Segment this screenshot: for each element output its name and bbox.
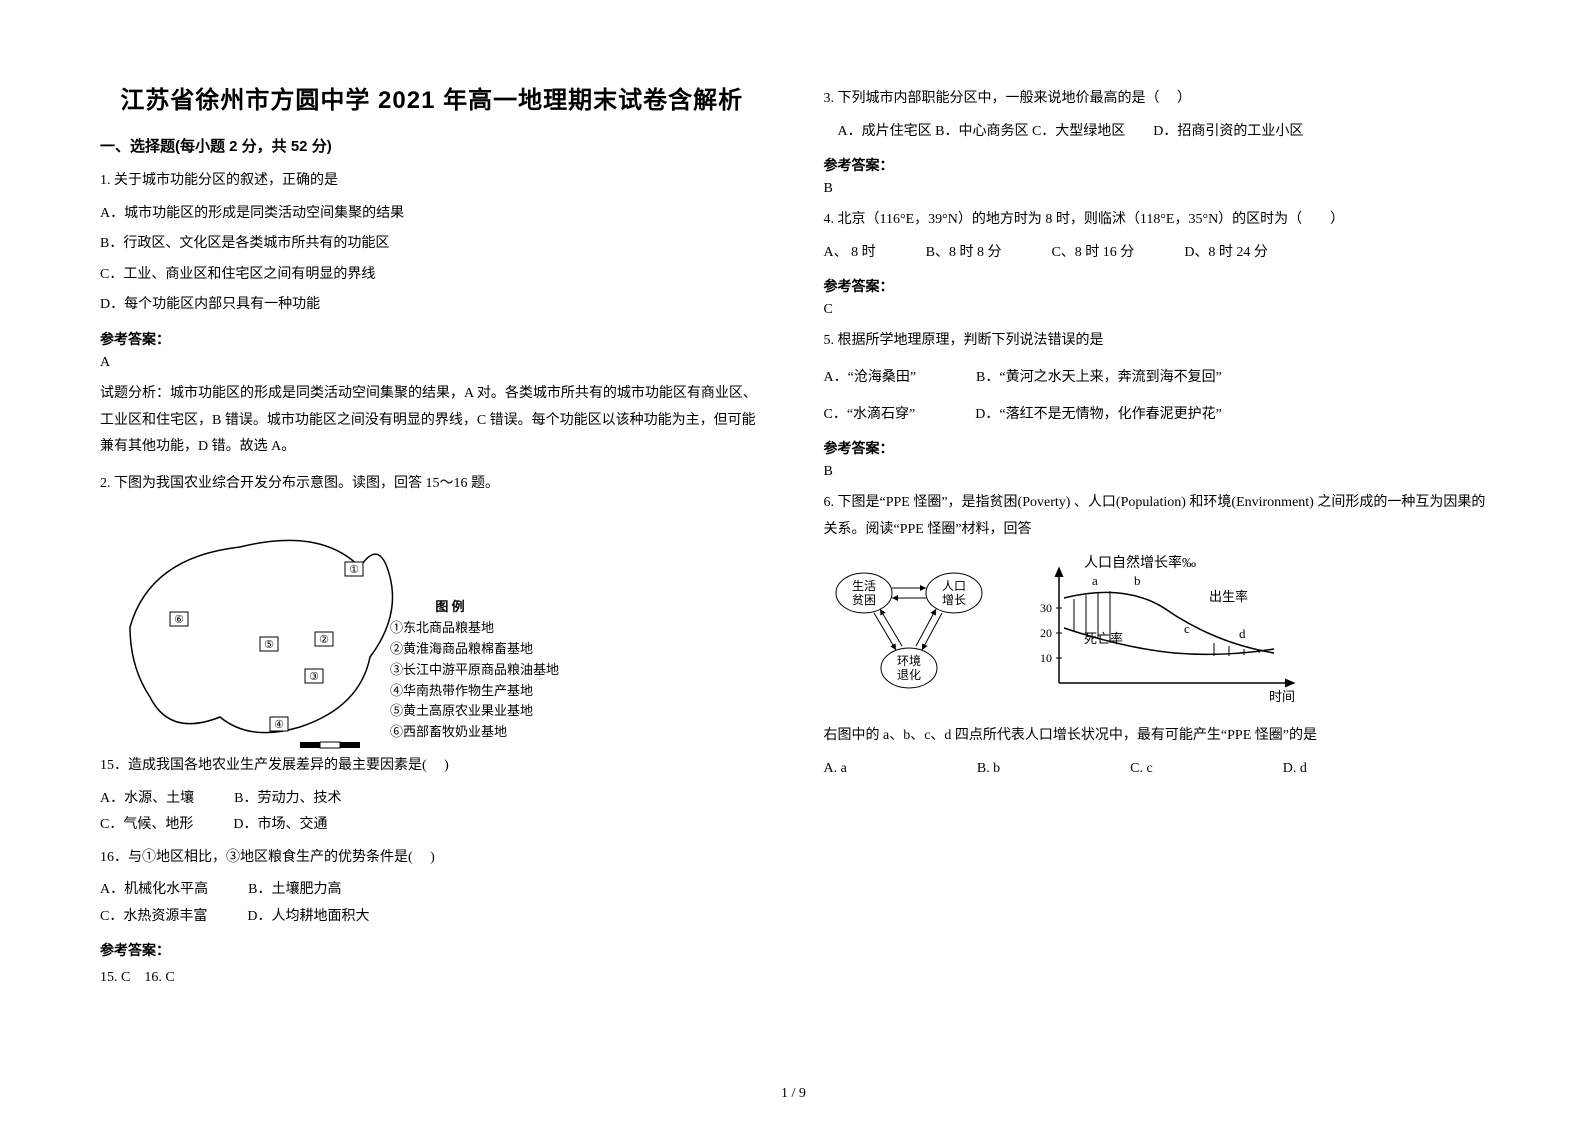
svg-text:b: b — [1134, 573, 1141, 588]
q6-opts-row: A. a B. b C. c D. d — [824, 756, 1488, 783]
q2-16-d: D．人均耕地面积大 — [247, 904, 369, 931]
q5-d: D．“落红不是无情物，化作春泥更护花” — [975, 402, 1222, 429]
q5-b: B．“黄河之水天上来，奔流到海不复回” — [976, 365, 1222, 392]
q5-a: A．“沧海桑田” — [824, 365, 917, 392]
q1-answer-label: 参考答案： — [100, 329, 764, 349]
svg-text:a: a — [1092, 573, 1098, 588]
q2-15-d: D．市场、交通 — [233, 812, 327, 839]
q2-15-b: B．劳动力、技术 — [234, 786, 341, 813]
legend-item-2: ②黄淮海商品粮棉畜基地 — [390, 639, 764, 660]
chart-title: 人口自然增长率‰ — [1084, 554, 1196, 571]
q2-16-c: C．水热资源丰富 — [100, 904, 207, 931]
svg-text:⑥: ⑥ — [174, 614, 184, 626]
svg-text:③: ③ — [309, 671, 319, 683]
q2-16-b: B．土壤肥力高 — [248, 877, 341, 904]
svg-text:①: ① — [349, 564, 359, 576]
svg-text:时间: 时间 — [1269, 689, 1295, 704]
q1-explain: 试题分析：城市功能区的形成是同类活动空间集聚的结果，A 对。各类城市所共有的城市… — [100, 381, 764, 461]
q2-16-a: A．机械化水平高 — [100, 877, 208, 904]
q4-d: D、8 时 24 分 — [1184, 240, 1268, 267]
svg-text:环境: 环境 — [896, 653, 920, 668]
q4-a: A、 8 时 — [824, 240, 876, 267]
q6-b: B. b — [977, 756, 1000, 783]
q6-sub: 右图中的 a、b、c、d 四点所代表人口增长状况中，最有可能产生“PPE 怪圈”… — [824, 723, 1488, 750]
q2-sub15-row1: A．水源、土壤 B．劳动力、技术 — [100, 786, 764, 813]
q5-row2: C．“水滴石穿” D．“落红不是无情物，化作春泥更护花” — [824, 402, 1488, 429]
q2-15-c: C．气候、地形 — [100, 812, 193, 839]
q2-map-figure: ① ② ③ ④ ⑤ ⑥ — [100, 507, 764, 743]
ppe-triangle-svg: 生活 贫困 人口 增长 环境 退化 — [824, 558, 994, 708]
growth-chart-svg: 10 20 30 人口自然增长率‰ — [1014, 553, 1314, 713]
legend-title-text: 图 例 — [390, 597, 510, 618]
svg-text:20: 20 — [1040, 626, 1052, 640]
svg-text:④: ④ — [274, 719, 284, 731]
q6-stem: 6. 下图是“PPE 怪圈”，是指贫困(Poverty) 、人口(Populat… — [824, 490, 1488, 543]
q3-answer: B — [824, 181, 1488, 197]
left-column: 江苏省徐州市方圆中学 2021 年高一地理期末试卷含解析 一、选择题(每小题 2… — [100, 80, 764, 1040]
q4-answer-label: 参考答案： — [824, 276, 1488, 296]
q2-sub15-row2: C．气候、地形 D．市场、交通 — [100, 812, 764, 839]
q2-sub16-row1: A．机械化水平高 B．土壤肥力高 — [100, 877, 764, 904]
q2-answer: 15. C 16. C — [100, 966, 764, 986]
svg-text:c: c — [1184, 621, 1190, 636]
exam-title: 江苏省徐州市方圆中学 2021 年高一地理期末试卷含解析 — [100, 80, 764, 115]
q6-figure: 生活 贫困 人口 增长 环境 退化 — [824, 553, 1488, 713]
q3-stem: 3. 下列城市内部职能分区中，一般来说地价最高的是（ ） — [824, 86, 1488, 113]
q5-row1: A．“沧海桑田” B．“黄河之水天上来，奔流到海不复回” — [824, 365, 1488, 392]
svg-text:退化: 退化 — [896, 668, 920, 682]
q6-a: A. a — [824, 756, 847, 783]
svg-text:10: 10 — [1040, 651, 1052, 665]
q5-stem: 5. 根据所学地理原理，判断下列说法错误的是 — [824, 328, 1488, 355]
page: 江苏省徐州市方圆中学 2021 年高一地理期末试卷含解析 一、选择题(每小题 2… — [0, 0, 1587, 1122]
q1-opt-d: D．每个功能区内部只具有一种功能 — [100, 292, 764, 319]
q1-answer: A — [100, 355, 764, 371]
legend-item-6: ⑥西部畜牧奶业基地 — [390, 722, 764, 743]
right-column: 3. 下列城市内部职能分区中，一般来说地价最高的是（ ） A．成片住宅区 B．中… — [824, 80, 1488, 1040]
svg-text:贫困: 贫困 — [851, 592, 875, 607]
svg-text:②: ② — [319, 634, 329, 646]
two-column-layout: 江苏省徐州市方圆中学 2021 年高一地理期末试卷含解析 一、选择题(每小题 2… — [100, 80, 1487, 1040]
legend-item-4: ④华南热带作物生产基地 — [390, 681, 764, 702]
legend-item-3: ③长江中游平原商品粮油基地 — [390, 660, 764, 681]
svg-text:出生率: 出生率 — [1209, 589, 1248, 604]
svg-text:生活: 生活 — [851, 579, 875, 593]
q2-sub16: 16．与①地区相比，③地区粮食生产的优势条件是( ) — [100, 845, 764, 872]
q5-c: C．“水滴石穿” — [824, 402, 916, 429]
svg-text:死亡率: 死亡率 — [1084, 631, 1123, 646]
q4-stem: 4. 北京（116°E，39°N）的地方时为 8 时，则临沭（118°E，35°… — [824, 207, 1488, 234]
q3-answer-label: 参考答案： — [824, 155, 1488, 175]
q4-opts-row: A、 8 时 B、8 时 8 分 C、8 时 16 分 D、8 时 24 分 — [824, 240, 1488, 267]
q6-d: D. d — [1283, 756, 1307, 783]
q3-opts: A．成片住宅区 B．中心商务区 C．大型绿地区 D．招商引资的工业小区 — [838, 119, 1488, 146]
q1-opt-b: B．行政区、文化区是各类城市所共有的功能区 — [100, 231, 764, 258]
q1-opt-a: A．城市功能区的形成是同类活动空间集聚的结果 — [100, 201, 764, 228]
legend-item-1: ①东北商品粮基地 — [390, 618, 764, 639]
legend-item-5: ⑤黄土高原农业果业基地 — [390, 701, 764, 722]
q6-c: C. c — [1130, 756, 1153, 783]
q4-b: B、8 时 8 分 — [926, 240, 1002, 267]
q1-opt-c: C．工业、商业区和住宅区之间有明显的界线 — [100, 262, 764, 289]
q4-answer: C — [824, 302, 1488, 318]
svg-text:⑤: ⑤ — [264, 639, 274, 651]
q5-answer: B — [824, 464, 1488, 480]
q2-answer-label: 参考答案： — [100, 940, 764, 960]
q4-c: C、8 时 16 分 — [1051, 240, 1134, 267]
q2-stem: 2. 下图为我国农业综合开发分布示意图。读图，回答 15～16 题。 — [100, 471, 764, 498]
svg-text:人口: 人口 — [941, 579, 965, 593]
svg-text:d: d — [1239, 626, 1246, 641]
page-number: 1 / 9 — [0, 1086, 1587, 1102]
q2-15-a: A．水源、土壤 — [100, 786, 194, 813]
q2-sub16-row2: C．水热资源丰富 D．人均耕地面积大 — [100, 904, 764, 931]
svg-text:30: 30 — [1040, 601, 1052, 615]
section-1-heading: 一、选择题(每小题 2 分，共 52 分) — [100, 135, 764, 156]
svg-text:增长: 增长 — [941, 593, 965, 607]
q1-stem: 1. 关于城市功能分区的叙述，正确的是 — [100, 168, 764, 195]
q5-answer-label: 参考答案： — [824, 438, 1488, 458]
q2-sub15: 15．造成我国各地农业生产发展差异的最主要因素是( ) — [100, 753, 764, 780]
